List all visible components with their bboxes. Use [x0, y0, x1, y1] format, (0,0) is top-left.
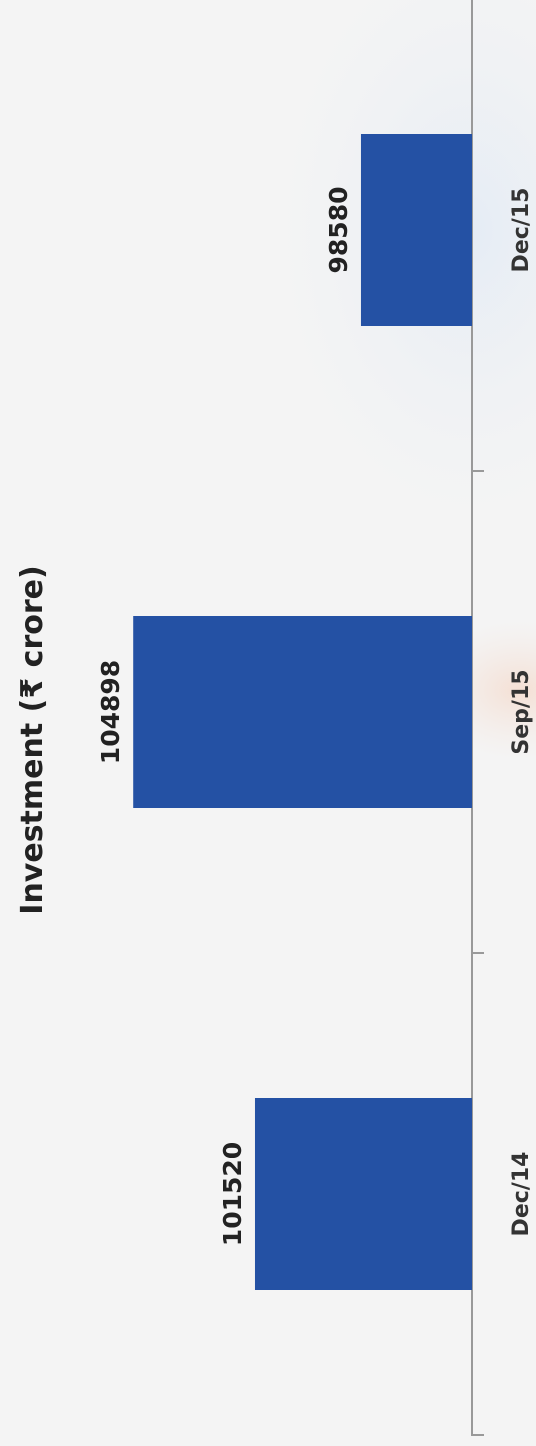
data-label-dec-15: 98580	[324, 187, 353, 274]
tick-labels-group: Dec/14 Sep/15 Dec/15	[509, 188, 534, 1237]
data-label-dec-14: 101520	[218, 1142, 247, 1246]
tick-label-dec-15: Dec/15	[509, 188, 534, 273]
bar-dec-15	[360, 134, 472, 326]
tick-label-sep-15: Sep/15	[509, 669, 534, 754]
bar-dec-14	[254, 1098, 472, 1290]
chart-title: Investment (₹ crore)	[15, 565, 50, 914]
tick-label-dec-14: Dec/14	[509, 1152, 534, 1237]
data-labels-group: 101520 104898 98580	[96, 187, 353, 1247]
bars-group	[133, 134, 473, 1290]
bar-sep-15	[133, 616, 473, 808]
data-label-sep-15: 104898	[96, 660, 125, 764]
